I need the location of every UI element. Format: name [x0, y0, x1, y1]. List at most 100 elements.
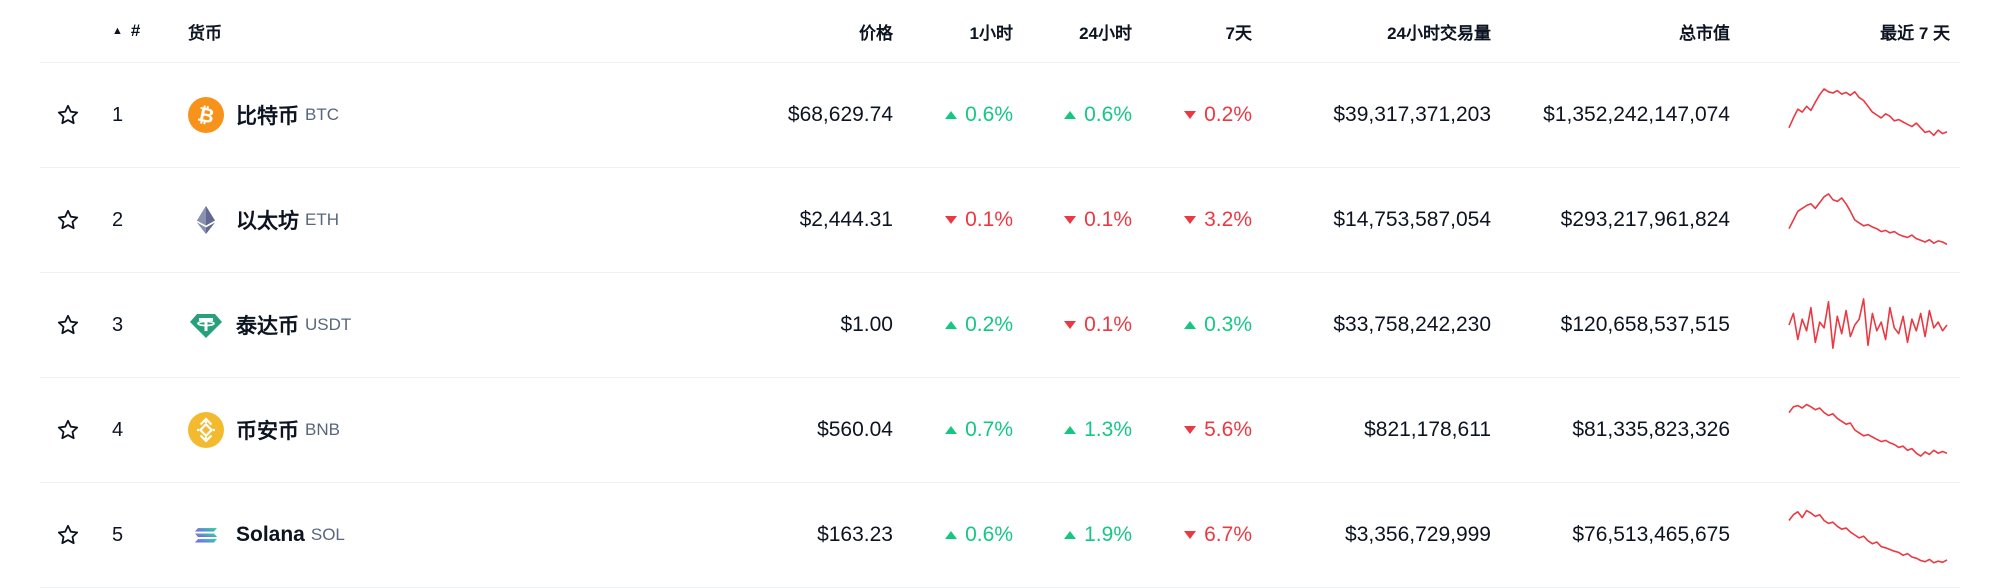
- change-24h: 0.1%: [1064, 208, 1132, 232]
- change-arrow-icon: [1184, 321, 1197, 329]
- price-header[interactable]: 价格: [859, 23, 893, 43]
- market-cap-value: $120,658,537,515: [1560, 313, 1730, 336]
- crypto-table: ▲ # 货币 价格 1小时 24小时 7天 24小时交易量 总市值 最近 7 天…: [40, 0, 1960, 588]
- favorite-star-button[interactable]: [40, 273, 96, 377]
- price-value: $560.04: [817, 418, 893, 441]
- coin-symbol: ETH: [305, 210, 339, 229]
- sparkline-svg: [1788, 298, 1948, 350]
- rank-value: 2: [112, 208, 124, 231]
- favorite-star-button[interactable]: [40, 63, 96, 167]
- change-1h: 0.6%: [945, 523, 1013, 547]
- svg-text:₿: ₿: [196, 102, 217, 129]
- favorite-star-button[interactable]: [40, 483, 96, 587]
- star-icon: [56, 313, 80, 337]
- sparkline-chart[interactable]: [1740, 378, 1950, 482]
- solana-icon: [188, 517, 224, 553]
- change-arrow-icon: [1064, 321, 1077, 329]
- volume-value: $14,753,587,054: [1333, 208, 1491, 231]
- coin-link[interactable]: ₿ 比特币 BTC: [188, 63, 568, 167]
- favorite-star-button[interactable]: [40, 378, 96, 482]
- sparkline-svg: [1788, 403, 1948, 457]
- volume-value: $33,758,242,230: [1333, 313, 1491, 336]
- last7-header: 最近 7 天: [1880, 23, 1950, 43]
- coin-symbol: USDT: [305, 315, 352, 334]
- market-cap-value: $1,352,242,147,074: [1543, 103, 1730, 126]
- table-row[interactable]: 1 ₿ 比特币 BTC $68,629.74 0.6% 0.6% 0.2% $3…: [40, 63, 1960, 168]
- market-cap-value: $81,335,823,326: [1572, 418, 1730, 441]
- star-icon: [56, 208, 80, 232]
- tether-icon: [188, 307, 224, 343]
- sparkline-chart[interactable]: [1740, 168, 1950, 272]
- sparkline-chart[interactable]: [1740, 483, 1950, 587]
- rank-value: 1: [112, 103, 124, 126]
- change-arrow-icon: [1184, 426, 1197, 434]
- bnb-icon: [188, 412, 224, 448]
- coin-symbol: SOL: [310, 525, 345, 544]
- rank-header-label: #: [130, 21, 141, 40]
- coin-link[interactable]: 币安币 BNB: [188, 378, 568, 482]
- sparkline-line: [1788, 88, 1948, 137]
- price-value: $1.00: [840, 313, 893, 336]
- star-icon: [56, 103, 80, 127]
- change-7d: 3.2%: [1184, 208, 1252, 232]
- table-header: ▲ # 货币 价格 1小时 24小时 7天 24小时交易量 总市值 最近 7 天: [40, 0, 1960, 63]
- coin-link[interactable]: Solana SOL: [188, 483, 568, 587]
- coin-name: 以太坊: [236, 210, 299, 233]
- change-arrow-icon: [1184, 531, 1197, 539]
- change-arrow-icon: [945, 111, 958, 119]
- table-row[interactable]: 5 Solana SOL $163.23 0.6% 1.9% 6.7% $3,3…: [40, 483, 1960, 588]
- h24-header[interactable]: 24小时: [1079, 23, 1132, 43]
- price-value: $68,629.74: [787, 103, 893, 126]
- table-row[interactable]: 3 泰达币 USDT $1.00 0.2% 0.1% 0.3% $33,758,…: [40, 273, 1960, 378]
- sparkline-line: [1788, 403, 1948, 457]
- change-24h: 0.6%: [1064, 103, 1132, 127]
- change-arrow-icon: [1064, 111, 1077, 119]
- change-arrow-icon: [1064, 531, 1077, 539]
- sparkline-chart[interactable]: [1740, 63, 1950, 167]
- coin-name: 泰达币: [236, 315, 299, 338]
- volume-value: $3,356,729,999: [1345, 523, 1491, 546]
- change-arrow-icon: [945, 216, 958, 224]
- change-7d: 6.7%: [1184, 523, 1252, 547]
- coin-name: Solana: [236, 523, 305, 546]
- change-arrow-icon: [945, 426, 958, 434]
- change-7d: 5.6%: [1184, 418, 1252, 442]
- coin-symbol: BTC: [305, 105, 339, 124]
- change-arrow-icon: [1064, 426, 1077, 434]
- rank-header[interactable]: ▲ #: [112, 0, 162, 62]
- change-arrow-icon: [1184, 111, 1197, 119]
- change-1h: 0.7%: [945, 418, 1013, 442]
- table-body: 1 ₿ 比特币 BTC $68,629.74 0.6% 0.6% 0.2% $3…: [40, 63, 1960, 588]
- d7-header[interactable]: 7天: [1225, 23, 1252, 43]
- coin-symbol: BNB: [305, 420, 340, 439]
- change-24h: 1.9%: [1064, 523, 1132, 547]
- coin-name: 币安币: [236, 420, 299, 443]
- change-arrow-icon: [945, 531, 958, 539]
- change-arrow-icon: [1184, 216, 1197, 224]
- table-row[interactable]: 4 币安币 BNB $560.04 0.7% 1.3% 5.6% $821,17…: [40, 378, 1960, 483]
- price-value: $2,444.31: [799, 208, 893, 231]
- favorite-star-button[interactable]: [40, 168, 96, 272]
- table-row[interactable]: 2 以太坊 ETH $2,444.31 0.1% 0.1% 3.2% $14,7…: [40, 168, 1960, 273]
- change-1h: 0.2%: [945, 313, 1013, 337]
- change-24h: 0.1%: [1064, 313, 1132, 337]
- change-arrow-icon: [945, 321, 958, 329]
- rank-value: 5: [112, 523, 124, 546]
- sparkline-svg: [1788, 193, 1948, 246]
- coin-link[interactable]: 以太坊 ETH: [188, 168, 568, 272]
- change-arrow-icon: [1064, 216, 1077, 224]
- change-7d: 0.2%: [1184, 103, 1252, 127]
- volume-header[interactable]: 24小时交易量: [1387, 23, 1491, 43]
- market-cap-header[interactable]: 总市值: [1679, 23, 1730, 43]
- h1-header[interactable]: 1小时: [969, 23, 1013, 43]
- ethereum-icon: [188, 202, 224, 238]
- market-cap-value: $76,513,465,675: [1572, 523, 1730, 546]
- change-7d: 0.3%: [1184, 313, 1252, 337]
- sparkline-line: [1788, 298, 1948, 350]
- sparkline-line: [1788, 193, 1948, 246]
- sparkline-chart[interactable]: [1740, 273, 1950, 377]
- coin-header[interactable]: 货币: [188, 23, 222, 43]
- coin-link[interactable]: 泰达币 USDT: [188, 273, 568, 377]
- change-1h: 0.6%: [945, 103, 1013, 127]
- volume-value: $39,317,371,203: [1333, 103, 1491, 126]
